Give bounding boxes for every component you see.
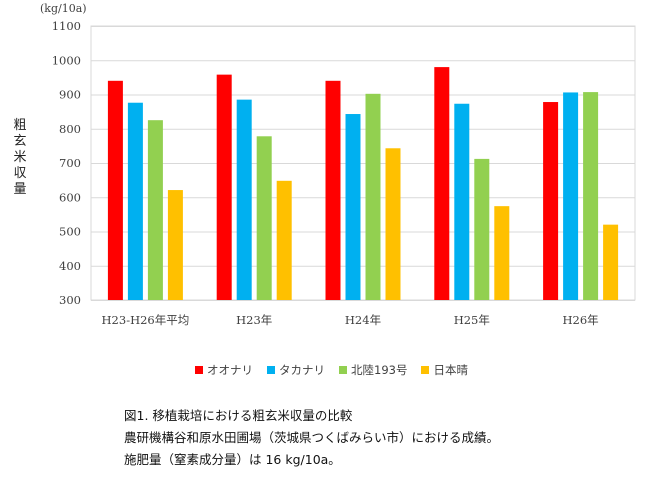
y-tick-label: 300 [59,293,81,307]
bar [216,74,232,300]
bar [385,148,401,300]
x-tick-label: H26年 [563,313,599,327]
bar-chart: 300 400 500 600 700 800 900 1000 1100 H23-H26年平均 H… [52,19,636,327]
legend-swatch [339,366,348,374]
y-tick-label: 900 [59,88,81,102]
x-tick-label: H23-H26年平均 [102,313,190,327]
legend-label: オオナリ [207,363,254,377]
bar [454,103,470,300]
caption-location: 農研機構谷和原水田圃場（茨城県つくばみらい市）における成績。 [124,430,500,445]
figure-caption: 図1. 移植栽培における粗玄米収量の比較 農研機構谷和原水田圃場（茨城県つくばみ… [124,405,499,471]
legend-swatch [195,366,204,374]
x-tick-label: H25年 [454,313,490,327]
bar [494,206,510,300]
bar [563,92,579,300]
caption-fertilizer: 施肥量（窒素成分量）は 16 kg/10a。 [124,452,341,467]
bar [276,180,292,300]
x-tick-label: H23年 [236,313,272,327]
bar [583,92,599,300]
y-tick-label: 400 [59,259,81,273]
legend-entry: オオナリ [195,362,253,378]
bar [365,93,381,300]
y-tick-label: 1100 [52,19,81,33]
bar [434,67,450,300]
legend: オオナリ タカナリ 北陸193号 日本晴 [0,362,663,378]
bar [603,224,619,300]
bar [256,136,272,300]
bar [147,120,163,300]
bar [345,114,361,301]
bar [474,158,490,300]
bar [167,190,183,300]
bar [236,99,252,300]
y-tick-label: 800 [59,122,81,136]
bar [107,80,123,300]
y-tick-label: 700 [59,156,81,170]
legend-swatch [421,366,430,374]
y-tick-label: 600 [59,190,81,204]
y-axis-label: 粗玄米収量 [13,118,27,197]
y-tick-label: 500 [59,225,81,239]
bar [543,102,559,300]
caption-title: 図1. 移植栽培における粗玄米収量の比較 [124,408,353,423]
legend-entry: 日本晴 [421,362,468,378]
y-tick-label: 1000 [52,53,81,67]
x-tick-label: H24年 [345,313,381,327]
legend-label: 日本晴 [433,363,468,377]
legend-entry: タカナリ [267,362,325,378]
legend-swatch [267,366,276,374]
bar [325,80,341,300]
bar [127,102,143,300]
legend-entry: 北陸193号 [339,362,407,378]
legend-label: タカナリ [279,363,326,377]
legend-label: 北陸193号 [351,363,408,377]
y-axis-unit: (kg/10a) [40,2,87,15]
